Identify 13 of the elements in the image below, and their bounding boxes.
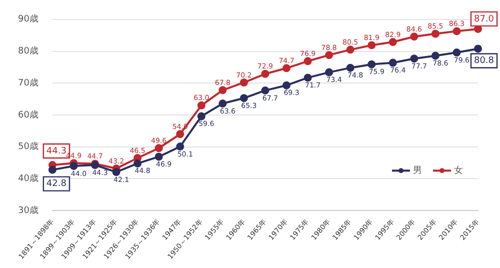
y-tick-label: 50歳 [18, 141, 38, 152]
data-label: 42.8 [46, 179, 67, 190]
y-tick-label: 90歳 [18, 14, 38, 25]
y-tick-label: 70歳 [18, 77, 38, 88]
data-label: 44.3 [46, 146, 66, 156]
y-tick-label: 60歳 [18, 109, 38, 120]
legend-label: 女 [454, 164, 463, 176]
y-tick-label: 80歳 [18, 46, 38, 57]
y-tick-label: 30歳 [18, 204, 38, 216]
legend-label: 男 [413, 164, 422, 176]
data-label: 80.8 [474, 56, 494, 66]
y-tick-label: 40歳 [18, 173, 38, 184]
data-label: 87.0 [474, 14, 494, 24]
